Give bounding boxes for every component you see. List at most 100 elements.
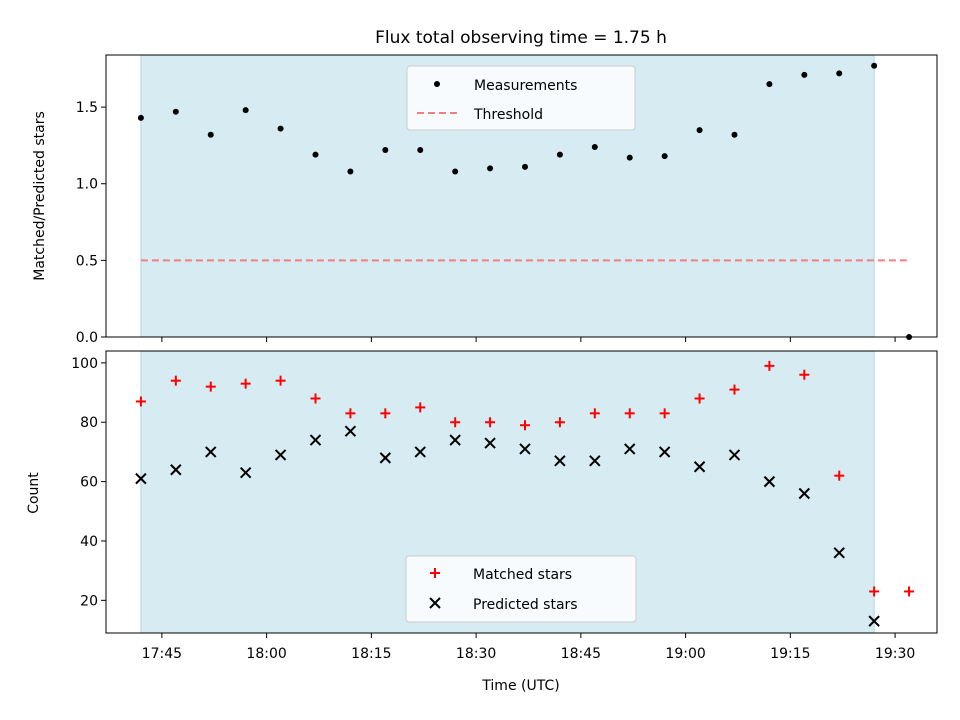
bottom-y-axis-label: Count bbox=[26, 472, 42, 514]
top-legend: Measurements Threshold bbox=[406, 65, 636, 131]
predicted-star-point bbox=[449, 434, 461, 446]
measurement-point bbox=[696, 127, 703, 134]
measurement-point bbox=[487, 165, 494, 172]
measurement-point bbox=[137, 114, 144, 121]
predicted-star-point bbox=[728, 449, 741, 461]
y-tick-label: 40 bbox=[80, 534, 98, 550]
x-tick-label: 19:00 bbox=[665, 646, 705, 662]
predicted-star-point bbox=[239, 466, 252, 479]
predicted-star-point bbox=[344, 425, 357, 437]
matched-star-point bbox=[554, 417, 565, 428]
legend-label-matched: Matched stars bbox=[473, 567, 572, 583]
legend-label-predicted: Predicted stars bbox=[473, 597, 578, 613]
predicted-star-point bbox=[624, 443, 636, 455]
y-tick-label: 20 bbox=[80, 593, 98, 609]
top-legend-box bbox=[406, 65, 636, 131]
y-tick-label: 1.0 bbox=[76, 177, 98, 193]
predicted-star-point bbox=[519, 443, 531, 455]
x-tick-label: 18:00 bbox=[246, 646, 286, 662]
bottom-y-ticks: 20 40 60 80 100 bbox=[71, 356, 106, 609]
predicted-star-point bbox=[414, 446, 426, 458]
measurement-point bbox=[312, 151, 319, 158]
measurement-point bbox=[207, 131, 214, 138]
x-tick-label: 19:30 bbox=[875, 646, 915, 662]
y-tick-label: 60 bbox=[80, 475, 98, 491]
y-tick-label: 1.5 bbox=[76, 100, 98, 116]
matched-star-point bbox=[450, 417, 461, 428]
predicted-star-point bbox=[798, 487, 811, 500]
legend-x-icon bbox=[429, 597, 441, 609]
predicted-star-point bbox=[693, 461, 706, 473]
predicted-star-point bbox=[589, 455, 601, 467]
predicted-star-point bbox=[309, 434, 322, 446]
top-plot-area bbox=[137, 62, 913, 340]
matched-star-point bbox=[624, 408, 635, 419]
predicted-star-point bbox=[135, 472, 147, 485]
matched-star-point bbox=[415, 402, 426, 413]
matched-star-point bbox=[485, 417, 496, 428]
measurement-point bbox=[172, 108, 179, 115]
bottom-axes-frame bbox=[105, 350, 938, 634]
y-tick-label: 0.5 bbox=[76, 253, 98, 269]
matched-star-point bbox=[659, 408, 670, 419]
y-tick-label: 80 bbox=[80, 415, 98, 431]
x-tick-label: 18:30 bbox=[456, 646, 496, 662]
predicted-star-point bbox=[205, 446, 217, 458]
legend-marker-measurements bbox=[434, 81, 440, 87]
measurement-point bbox=[661, 153, 668, 160]
measurement-point bbox=[731, 131, 738, 138]
matched-star-point bbox=[519, 420, 530, 431]
x-tick-label: 19:15 bbox=[770, 646, 810, 662]
matched-star-point bbox=[904, 586, 915, 597]
bottom-x-ticks: 17:45 18:00 18:15 18:30 18:45 19:00 19:15 19:30 bbox=[142, 633, 915, 662]
bottom-plot-area bbox=[135, 360, 915, 627]
measurement-point bbox=[347, 168, 354, 175]
measurement-point bbox=[871, 62, 878, 69]
top-y-ticks: 0.0 0.5 1.0 1.5 bbox=[76, 100, 106, 346]
legend-label-threshold: Threshold bbox=[473, 107, 543, 123]
top-x-ticks bbox=[161, 337, 896, 342]
measurement-point bbox=[766, 81, 773, 88]
bottom-panel: 20 40 60 80 100 17:45 18:00 18:15 18:30 18:45 19:… bbox=[26, 350, 938, 694]
measurement-point bbox=[382, 147, 389, 154]
measurement-point bbox=[521, 163, 528, 170]
measurement-point bbox=[626, 154, 633, 161]
matched-star-point bbox=[799, 369, 810, 380]
predicted-star-point bbox=[833, 547, 845, 559]
x-axis-label: Time (UTC) bbox=[481, 678, 559, 694]
matched-star-point bbox=[310, 393, 321, 404]
top-panel: 0.0 0.5 1.0 1.5 Flux total observing time =… bbox=[32, 28, 938, 346]
bottom-legend: Matched stars Predicted stars bbox=[405, 555, 637, 623]
measurement-point bbox=[242, 107, 249, 114]
measurement-point bbox=[417, 147, 424, 154]
top-axes-frame bbox=[105, 54, 938, 338]
matched-star-point bbox=[694, 393, 705, 404]
top-y-axis-label: Matched/Predicted stars bbox=[32, 111, 48, 281]
chart-title: Flux total observing time = 1.75 h bbox=[375, 28, 667, 48]
legend-marker-predicted bbox=[429, 597, 441, 609]
predicted-star-point bbox=[170, 464, 182, 476]
matched-star-point bbox=[170, 375, 181, 386]
predicted-star-point bbox=[763, 475, 776, 488]
matched-star-point bbox=[589, 408, 600, 419]
measurement-point bbox=[836, 70, 843, 77]
x-tick-label: 17:45 bbox=[142, 646, 182, 662]
measurement-point bbox=[277, 125, 284, 132]
matched-star-point bbox=[380, 408, 391, 419]
predicted-star-point bbox=[484, 437, 496, 449]
measurement-point bbox=[556, 151, 563, 158]
matched-star-point bbox=[869, 586, 880, 597]
predicted-star-point bbox=[274, 449, 287, 461]
matched-star-point bbox=[135, 396, 146, 407]
matched-star-point bbox=[205, 381, 216, 392]
matched-star-point bbox=[834, 470, 845, 481]
predicted-star-point bbox=[379, 452, 392, 464]
matched-star-point bbox=[240, 378, 251, 389]
matched-star-point bbox=[729, 384, 740, 395]
bottom-legend-box bbox=[405, 555, 637, 623]
matched-star-point bbox=[345, 408, 356, 419]
predicted-star-point bbox=[868, 615, 880, 627]
y-tick-label: 100 bbox=[71, 356, 98, 372]
x-tick-label: 18:15 bbox=[351, 646, 391, 662]
